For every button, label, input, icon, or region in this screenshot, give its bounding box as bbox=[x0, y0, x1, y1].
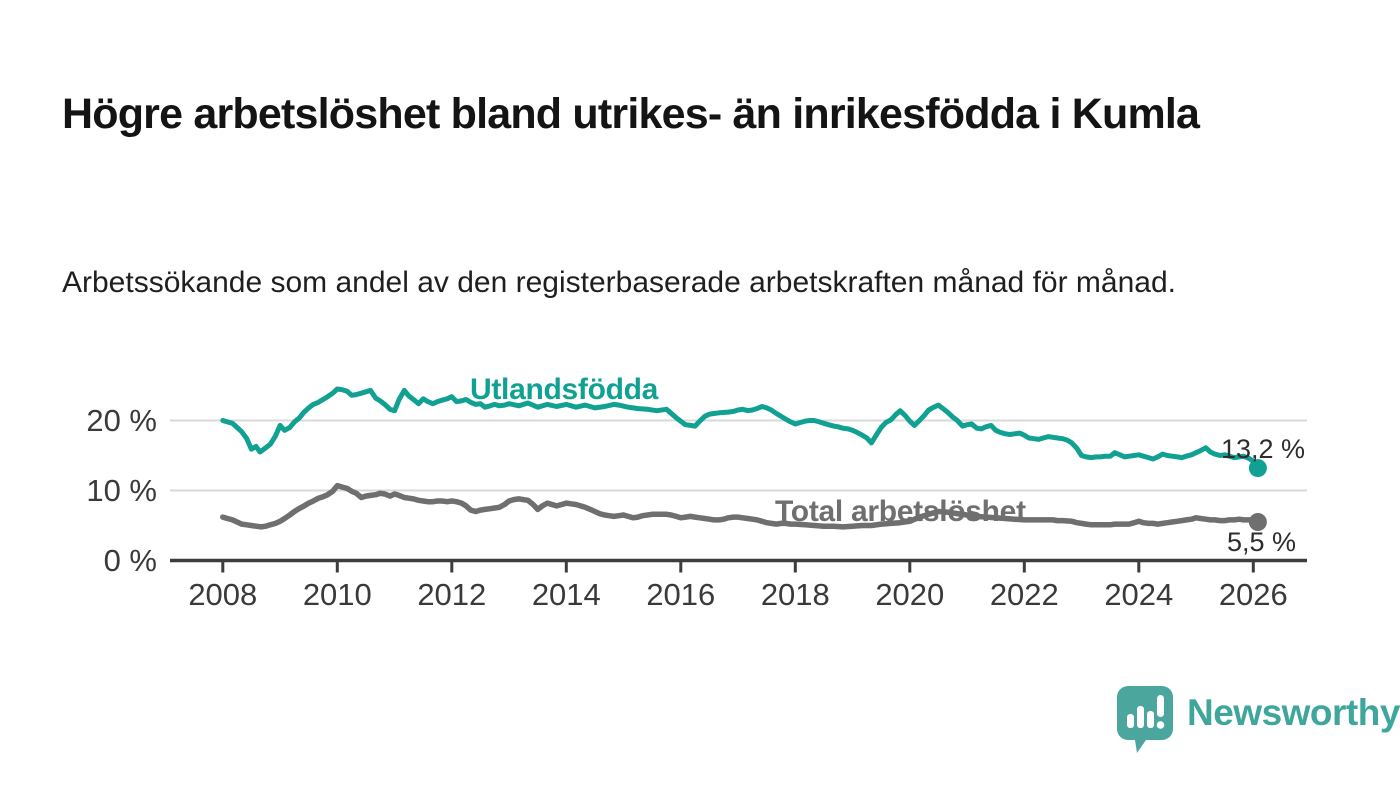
y-axis-tick-label: 20 % bbox=[86, 402, 157, 438]
y-axis-tick-label: 10 % bbox=[86, 472, 157, 508]
x-axis-tick-label: 2014 bbox=[531, 577, 601, 612]
end-value-label-utlandsfodda: 13,2 % bbox=[1221, 434, 1306, 464]
chart-speech-bubble-icon bbox=[1117, 686, 1173, 753]
series-end-dot-utlandsfodda bbox=[1248, 459, 1267, 478]
page-title: Högre arbetslöshet bland utrikes- än inr… bbox=[62, 89, 1200, 138]
end-value-label-total: 5,5 % bbox=[1227, 527, 1297, 557]
series-label-total-arbetsloshet: Total arbetslöshet bbox=[775, 495, 1026, 528]
series-end-dot-total bbox=[1248, 513, 1267, 531]
x-axis-tick-label: 2020 bbox=[875, 577, 945, 612]
x-axis-tick-label: 2022 bbox=[989, 577, 1059, 612]
series-label-utlandsfodda: Utlandsfödda bbox=[470, 373, 659, 406]
x-axis-tick-label: 2024 bbox=[1104, 577, 1174, 612]
x-axis-tick-label: 2016 bbox=[646, 577, 716, 612]
x-axis-tick-label: 2026 bbox=[1218, 577, 1288, 612]
chart-subtitle: Arbetssökande som andel av den registerb… bbox=[62, 266, 1176, 299]
newsworthy-wordmark: Newsworthy bbox=[1187, 692, 1400, 733]
x-axis-tick-label: 2008 bbox=[188, 577, 258, 612]
series-line-utlandsfodda bbox=[220, 386, 1261, 471]
series-line-total bbox=[220, 482, 1261, 530]
x-axis-tick-label: 2010 bbox=[302, 577, 372, 612]
newsworthy-branding: Newsworthy bbox=[1115, 684, 1400, 756]
y-axis-tick-label: 0 % bbox=[103, 542, 157, 578]
x-axis-tick-label: 2018 bbox=[760, 577, 830, 612]
x-axis-tick-label: 2012 bbox=[417, 577, 487, 612]
